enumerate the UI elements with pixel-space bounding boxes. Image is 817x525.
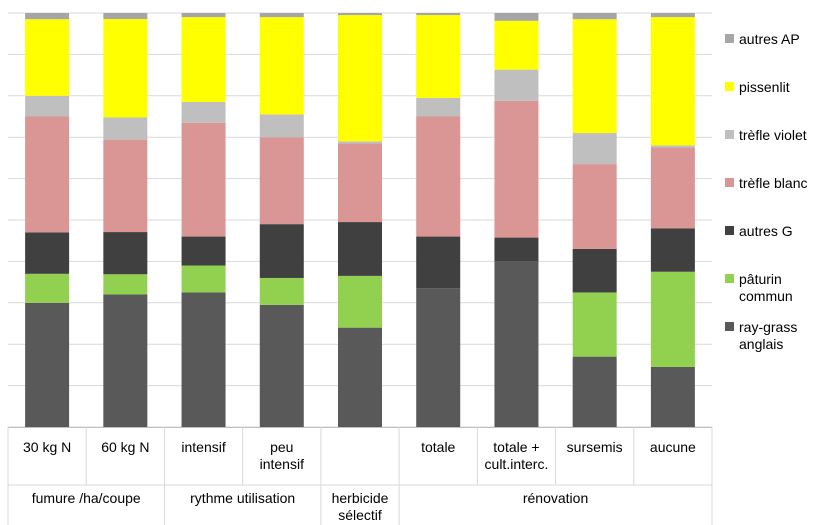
bar-segment-tr-fle-violet [103, 117, 148, 140]
legend-swatch-tr-fle-violet [725, 130, 734, 139]
bar-segment-autres-ap [259, 13, 304, 18]
bar-segment-autres-g [494, 237, 539, 262]
bar-segment-ray-grass-anglais [338, 327, 382, 427]
legend-swatch-pissenlit [725, 82, 734, 91]
bar-segment-autres-g [650, 228, 695, 272]
bar-segment-autres-ap [25, 13, 70, 20]
bar-segment-tr-fle-blanc [181, 122, 226, 237]
group-label: herbicide [332, 490, 389, 506]
bar-segment-tr-fle-violet [259, 114, 304, 138]
bar-segment-tr-fle-blanc [259, 137, 304, 225]
bar-segment-autres-ap [494, 13, 539, 21]
group-label: fumure /ha/coupe [32, 490, 141, 506]
bar-segment-tr-fle-violet [650, 145, 695, 148]
bar-segment-ray-grass-anglais [259, 304, 304, 427]
bar-segment-autres-ap [650, 13, 695, 18]
bar-segment-ray-grass-anglais [103, 294, 148, 427]
bar-segment-p-turin-commun [338, 275, 382, 328]
legend-label-ray-grass-anglais: ray-grass [739, 319, 797, 335]
category-label: 30 kg N [23, 439, 71, 455]
group-label: rénovation [523, 490, 588, 506]
group-label: rythme utilisation [190, 490, 295, 506]
legend-swatch-autres-g [725, 226, 734, 235]
category-label: totale + [493, 439, 539, 455]
category-label: totale [421, 439, 455, 455]
bar-segment-p-turin-commun [103, 274, 148, 295]
bar-segment-autres-ap [103, 13, 148, 20]
category-label: sursemis [567, 439, 623, 455]
bar-segment-pissenlit [181, 17, 226, 103]
bar-segment-ray-grass-anglais [181, 292, 226, 427]
bar-segment-p-turin-commun [572, 292, 617, 357]
group-label: sélectif [338, 507, 382, 523]
category-label: intensif [181, 439, 225, 455]
legend-label-autres-ap: autres AP [739, 31, 800, 47]
category-label: peu [270, 439, 293, 455]
bar-segment-ray-grass-anglais [572, 356, 617, 427]
bar-segment-pissenlit [25, 19, 70, 96]
bar-segment-autres-g [181, 236, 226, 266]
bar-segment-pissenlit [416, 15, 461, 98]
bar-segment-tr-fle-blanc [494, 100, 539, 238]
legend-label-tr-fle-violet: trèfle violet [739, 127, 807, 143]
bar-segment-pissenlit [338, 15, 382, 142]
legend-swatch-tr-fle-blanc [725, 178, 734, 187]
bar-segment-tr-fle-violet [338, 141, 382, 144]
bar-segment-tr-fle-blanc [338, 143, 382, 223]
category-label: 60 kg N [101, 439, 149, 455]
legend-label-tr-fle-blanc: trèfle blanc [739, 175, 807, 191]
bar-segment-pissenlit [494, 20, 539, 70]
bar-segment-ray-grass-anglais [494, 261, 539, 427]
bar-segment-tr-fle-blanc [650, 147, 695, 229]
legend-label-p-turin-commun: pâturin [739, 271, 782, 287]
bar-segment-autres-ap [338, 13, 382, 16]
legend-label-ray-grass-anglais: anglais [739, 336, 783, 352]
bar-segment-autres-g [572, 248, 617, 293]
bar-segment-tr-fle-violet [416, 97, 461, 117]
bar-segment-tr-fle-blanc [103, 139, 148, 233]
bar-segment-ray-grass-anglais [416, 288, 461, 427]
bar-segment-autres-g [416, 236, 461, 289]
bar-segment-pissenlit [259, 17, 304, 115]
bars [25, 13, 695, 427]
bar-segment-p-turin-commun [25, 273, 70, 303]
legend-swatch-autres-ap [725, 34, 734, 43]
category-label: aucune [650, 439, 696, 455]
bar-segment-pissenlit [572, 19, 617, 134]
legend-swatch-p-turin-commun [725, 274, 734, 283]
bar-segment-autres-ap [416, 13, 461, 16]
legend-swatch-ray-grass-anglais [725, 322, 734, 331]
bar-segment-p-turin-commun [259, 277, 304, 305]
bar-segment-autres-ap [181, 13, 226, 18]
bar-segment-ray-grass-anglais [650, 366, 695, 427]
bar-segment-tr-fle-blanc [572, 164, 617, 249]
bar-segment-ray-grass-anglais [25, 302, 70, 427]
legend-label-autres-g: autres G [739, 223, 793, 239]
legend-label-pissenlit: pissenlit [739, 79, 790, 95]
bar-segment-autres-g [259, 224, 304, 278]
bar-segment-tr-fle-violet [181, 102, 226, 123]
bar-segment-autres-ap [572, 13, 617, 20]
bar-segment-tr-fle-blanc [25, 116, 70, 233]
bar-segment-tr-fle-violet [494, 69, 539, 101]
bar-segment-autres-g [103, 232, 148, 275]
bar-segment-autres-g [25, 232, 70, 274]
category-label: intensif [260, 456, 304, 472]
bar-segment-pissenlit [103, 19, 148, 118]
bar-segment-pissenlit [650, 17, 695, 146]
legend-label-p-turin-commun: commun [739, 288, 793, 304]
bar-segment-p-turin-commun [181, 265, 226, 293]
legend: autres AP pissenlit trèfle violet trèfle bl… [725, 31, 807, 352]
bar-segment-p-turin-commun [650, 271, 695, 367]
bar-segment-tr-fle-violet [25, 95, 70, 117]
bar-segment-autres-g [338, 222, 382, 276]
bar-segment-tr-fle-blanc [416, 116, 461, 237]
bar-segment-tr-fle-violet [572, 133, 617, 165]
category-label: cult.interc. [485, 456, 549, 472]
